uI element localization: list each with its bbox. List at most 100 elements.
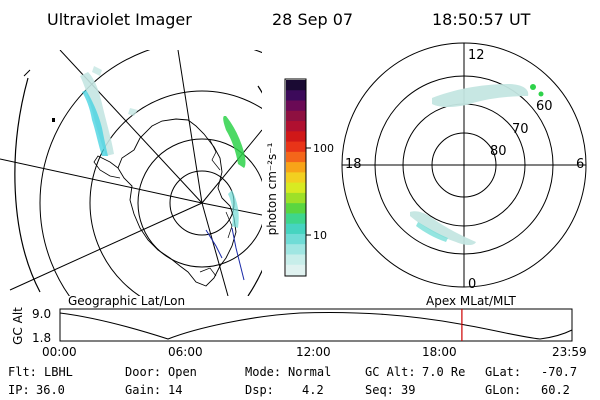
param-door-label: Door: bbox=[125, 365, 161, 379]
mlt-label-0: 0 bbox=[468, 277, 476, 292]
colorbar: 100 10 photon cm⁻²s⁻¹ bbox=[265, 78, 334, 277]
param-ip-label: IP: bbox=[8, 383, 30, 397]
param-glat-label: GLat: bbox=[485, 365, 521, 379]
aurora-left bbox=[80, 66, 246, 228]
colorbar-swatch bbox=[286, 100, 306, 112]
colorbar-swatch bbox=[286, 141, 306, 153]
meridian-line bbox=[177, 50, 203, 204]
colorbar-frame bbox=[284, 78, 307, 277]
aurora-band-midnight-cyan bbox=[416, 222, 448, 242]
aurora-band-dawn bbox=[432, 84, 529, 107]
timeline-x-tick: 18:00 bbox=[422, 345, 457, 359]
param-glon-label: GLon: bbox=[485, 383, 521, 397]
param-gcalt-label: GC Alt: bbox=[365, 365, 416, 379]
lat-circle bbox=[39, 50, 262, 296]
header: Ultraviolet Imager 28 Sep 07 18:50:57 UT bbox=[47, 10, 531, 29]
mlat-label-60: 60 bbox=[536, 99, 553, 114]
colorbar-tick-label: 10 bbox=[313, 229, 327, 242]
antarctica-coastline bbox=[117, 118, 237, 287]
geographic-map bbox=[0, 50, 262, 296]
coastline-blue bbox=[205, 227, 245, 281]
altitude-timeline: 9.0 1.8 GC Alt 00:00 06:00 12:00 18:00 2… bbox=[11, 307, 587, 359]
timeline-frame bbox=[59, 308, 573, 342]
antarctica-peninsula bbox=[93, 155, 121, 179]
colorbar-swatch bbox=[286, 162, 306, 173]
date-label: 28 Sep 07 bbox=[272, 10, 353, 29]
param-mode-value: Normal bbox=[288, 365, 331, 379]
mlat-label-70: 70 bbox=[512, 122, 529, 137]
timeline-y-tick: 1.8 bbox=[32, 331, 51, 345]
left-panel-caption: Geographic Lat/Lon bbox=[68, 294, 185, 308]
meridian-line bbox=[0, 158, 203, 204]
meridian-line bbox=[201, 202, 262, 216]
meridian-line bbox=[201, 202, 229, 296]
param-ip-value: 36.0 bbox=[36, 383, 65, 397]
colorbar-swatch bbox=[286, 244, 306, 256]
param-gain-value: 14 bbox=[168, 383, 182, 397]
param-dsp-value: 4.2 bbox=[302, 383, 324, 397]
param-mode-label: Mode: bbox=[245, 365, 281, 379]
colorbar-swatch bbox=[286, 172, 306, 184]
colorbar-swatch bbox=[286, 192, 306, 204]
aurora-right bbox=[410, 84, 544, 245]
colorbar-swatch bbox=[286, 121, 306, 132]
param-gcalt-value: 7.0 Re bbox=[422, 365, 465, 379]
timeline-x-tick: 06:00 bbox=[168, 345, 203, 359]
colorbar-swatch bbox=[286, 203, 306, 215]
mlt-label-12: 12 bbox=[468, 48, 485, 63]
colorbar-swatch bbox=[286, 213, 306, 225]
colorbar-swatch bbox=[286, 182, 306, 194]
lat-circle bbox=[89, 90, 262, 296]
param-seq-label: Seq: bbox=[365, 383, 394, 397]
meridian-line bbox=[59, 50, 203, 204]
timeline-y-tick: 9.0 bbox=[32, 307, 51, 321]
map-tick-mark bbox=[23, 69, 31, 77]
mlt-label-18: 18 bbox=[345, 157, 362, 172]
param-glon-value: 60.2 bbox=[541, 383, 570, 397]
colorbar-swatches bbox=[286, 80, 306, 276]
colorbar-swatch bbox=[286, 254, 306, 266]
timeline-x-tick: 12:00 bbox=[296, 345, 331, 359]
colorbar-units-label: photon cm⁻²s⁻¹ bbox=[265, 142, 279, 235]
colorbar-swatch bbox=[286, 264, 306, 276]
mlat-label-80: 80 bbox=[490, 144, 507, 159]
footer-parameters: Flt: LBHL Door: Open Mode: Normal GC Alt… bbox=[8, 365, 577, 397]
param-flt-value: LBHL bbox=[44, 365, 73, 379]
colorbar-swatch bbox=[286, 151, 306, 163]
param-flt-label: Flt: bbox=[8, 365, 37, 379]
time-label: 18:50:57 UT bbox=[432, 10, 531, 29]
aurora-speckle bbox=[92, 66, 138, 116]
aurora-band-midnight bbox=[410, 211, 476, 245]
aurora-band-cyan bbox=[82, 90, 108, 156]
lat-circle bbox=[137, 138, 262, 268]
colorbar-swatch bbox=[286, 223, 306, 235]
colorbar-swatch bbox=[286, 110, 306, 122]
meridian-line bbox=[9, 202, 203, 291]
meridian-line bbox=[201, 129, 262, 204]
aurora-band-green bbox=[223, 116, 246, 168]
param-dsp-label: Dsp: bbox=[245, 383, 274, 397]
altitude-curve bbox=[59, 311, 573, 340]
polar-plot bbox=[341, 42, 587, 288]
map-marker bbox=[52, 118, 55, 122]
earth-limb bbox=[14, 77, 262, 296]
aurora-bright-dot bbox=[538, 91, 544, 97]
param-glat-value: -70.7 bbox=[541, 365, 577, 379]
param-seq-value: 39 bbox=[401, 383, 415, 397]
polar-labels: 12 0 18 6 60 70 80 bbox=[345, 48, 584, 292]
colorbar-tick-label: 100 bbox=[313, 142, 334, 155]
timeline-x-tick: 23:59 bbox=[552, 345, 587, 359]
colorbar-swatch bbox=[286, 80, 306, 91]
right-panel-caption: Apex MLat/MLT bbox=[426, 294, 516, 308]
app-title: Ultraviolet Imager bbox=[47, 10, 192, 29]
param-door-value: Open bbox=[168, 365, 197, 379]
colorbar-swatch bbox=[286, 131, 306, 143]
timeline-axis-label: GC Alt bbox=[11, 307, 25, 345]
colorbar-swatch bbox=[286, 90, 306, 102]
aurora-bright-dot bbox=[530, 84, 536, 90]
colorbar-swatch bbox=[286, 233, 306, 245]
param-gain-label: Gain: bbox=[125, 383, 161, 397]
mlt-label-6: 6 bbox=[576, 157, 584, 172]
aurora-band-cyan-east bbox=[228, 190, 239, 228]
timeline-x-tick: 00:00 bbox=[42, 345, 77, 359]
